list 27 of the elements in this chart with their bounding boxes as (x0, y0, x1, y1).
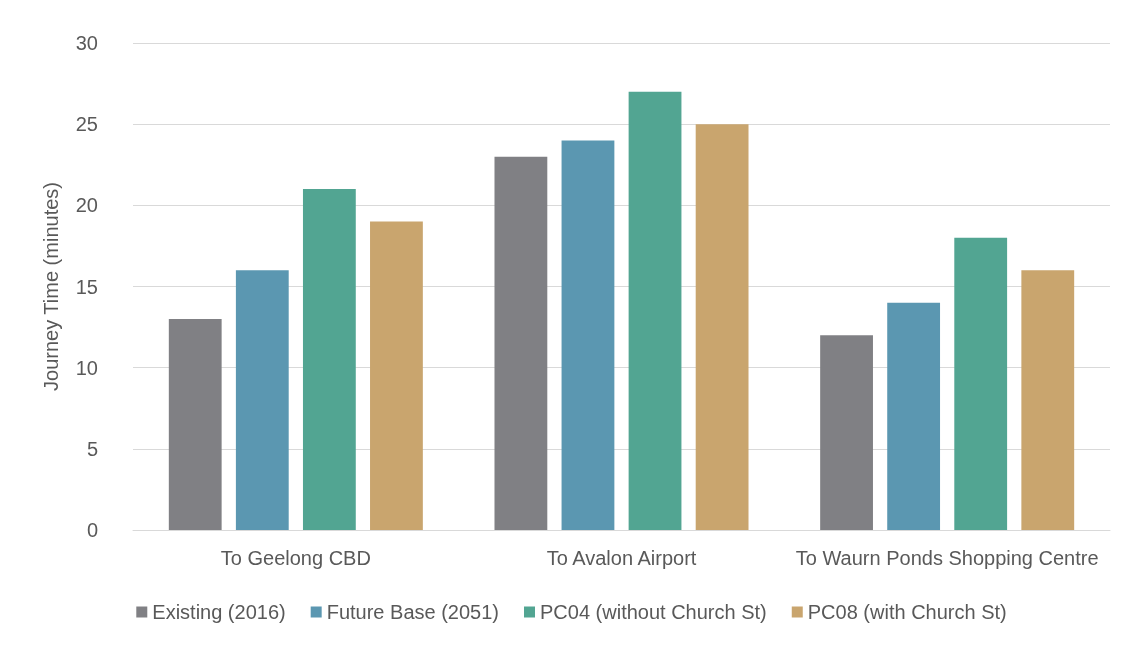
bar (370, 221, 423, 530)
legend-label: PC04 (without Church St) (540, 601, 767, 623)
y-tick-label: 15 (75, 275, 98, 298)
legend-label: Existing (2016) (152, 601, 286, 623)
bar (561, 140, 615, 530)
y-axis-title: Journey Time (minutes) (40, 182, 62, 391)
bar (302, 189, 356, 530)
y-tick-label: 25 (75, 113, 98, 136)
x-tick-label: To Avalon Airport (546, 547, 697, 569)
legend-label: PC08 (with Church St) (807, 601, 1007, 623)
y-tick-label: 10 (75, 356, 98, 379)
bar (494, 156, 548, 530)
x-tick-label: To Geelong CBD (220, 547, 371, 569)
bar (954, 237, 1008, 530)
y-tick-label: 5 (86, 437, 98, 460)
bar (235, 270, 289, 530)
bar (1021, 270, 1075, 530)
x-tick-label: To Waurn Ponds Shopping Centre (795, 547, 1099, 569)
bar (168, 318, 222, 530)
y-tick-label: 20 (75, 194, 98, 217)
bar (628, 91, 682, 530)
bar (695, 124, 749, 530)
bar (820, 335, 873, 530)
legend-label: Future Base (2051) (326, 601, 500, 623)
y-tick-label: 0 (86, 519, 98, 541)
bar (887, 302, 941, 530)
y-tick-label: 30 (75, 32, 98, 54)
